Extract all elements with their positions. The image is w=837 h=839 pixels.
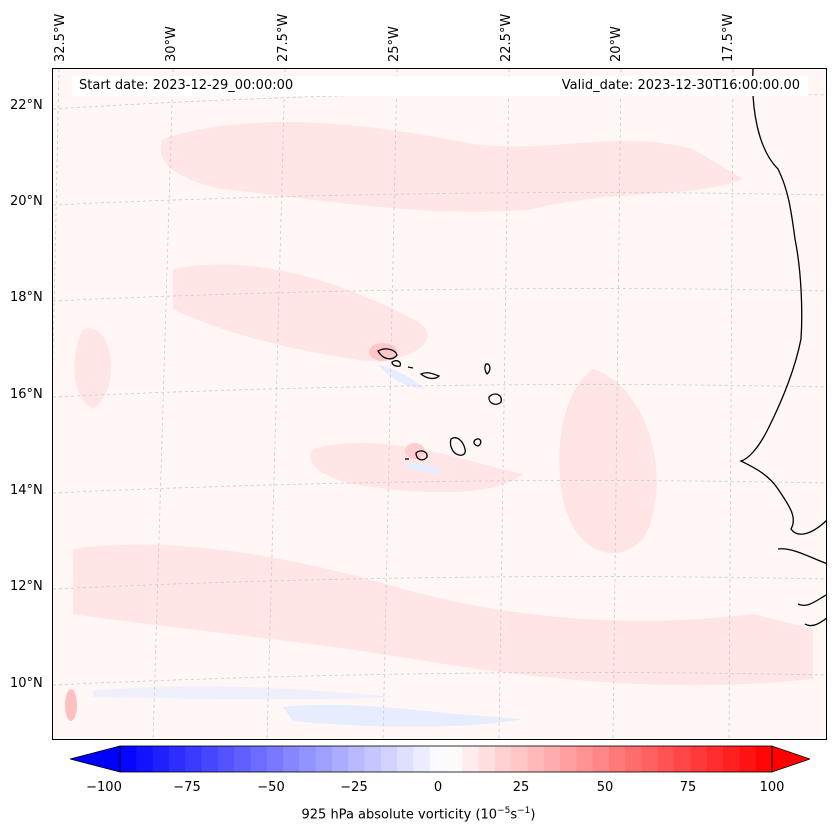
colorbar-label-mid: s [510, 807, 518, 823]
lat-label-10n: 10°N [10, 676, 43, 691]
colorbar-tick-100: 100 [759, 780, 785, 795]
colorbar-label: 925 hPa absolute vorticity (10−5s−1) [0, 806, 837, 822]
sal-island [484, 363, 491, 375]
colorbar-tick-neg100: −100 [86, 780, 122, 795]
maio-island [473, 438, 482, 447]
colorbar-segments [120, 746, 773, 772]
cape-verde-islands [377, 348, 502, 461]
lat-label-12n: 12°N [10, 579, 43, 594]
colorbar-segment [250, 746, 268, 772]
colorbar-segment [413, 746, 431, 772]
santiago-island [449, 437, 466, 456]
colorbar-tick-neg75: −75 [173, 780, 201, 795]
colorbar-segment [674, 746, 692, 772]
fogo-island [415, 450, 428, 461]
coastlines [739, 69, 826, 627]
colorbar-label-exp1: −5 [497, 806, 511, 816]
colorbar-min-extend [70, 745, 121, 773]
start-date-text: Start date: 2023-12-29_00:00:00 [79, 78, 294, 93]
colorbar-segment [380, 746, 398, 772]
colorbar-segment [331, 746, 349, 772]
colorbar-segment [217, 746, 235, 772]
colorbar-segment [494, 746, 512, 772]
sao-nicolau-island [419, 372, 441, 380]
colorbar-segment [136, 746, 154, 772]
lon-label-17-5w: 17.5°W [721, 13, 736, 62]
colorbar [70, 745, 810, 773]
lon-label-30w: 30°W [164, 26, 179, 62]
lon-label-32-5w: 32.5°W [53, 13, 68, 62]
colorbar-segment [429, 746, 447, 772]
lat-label-14n: 14°N [10, 483, 43, 498]
lat-label-18n: 18°N [10, 290, 43, 305]
colorbar-segment [657, 746, 675, 772]
colorbar-segment [641, 746, 659, 772]
colorbar-label-text: 925 hPa absolute vorticity (10 [301, 807, 498, 823]
colorbar-label-exp2: −1 [517, 806, 531, 816]
colorbar-segment [527, 746, 545, 772]
colorbar-segment [511, 746, 529, 772]
colorbar-segment [592, 746, 610, 772]
colorbar-segment [201, 746, 219, 772]
colorbar-tick-75: 75 [679, 780, 697, 795]
positive-vorticity-spots [65, 343, 425, 721]
colorbar-segment [462, 746, 480, 772]
lon-label-20w: 20°W [609, 26, 624, 62]
colorbar-tick-0: 0 [433, 780, 443, 795]
colorbar-segment [234, 746, 251, 772]
info-bar [72, 76, 808, 96]
santo-antao-island [377, 348, 398, 360]
gridlines [53, 69, 826, 739]
lat-label-20n: 20°N [10, 194, 43, 209]
colorbar-segment [299, 746, 317, 772]
colorbar-segment [283, 746, 300, 772]
colorbar-tick-50: 50 [596, 780, 614, 795]
colorbar-segment [755, 746, 773, 772]
colorbar-segment [560, 746, 577, 772]
colorbar-segment [690, 746, 708, 772]
colorbar-segment [576, 746, 594, 772]
positive-vorticity-patches [73, 122, 813, 686]
colorbar-segment [185, 746, 203, 772]
colorbar-label-end: ) [530, 807, 536, 823]
colorbar-segment [266, 746, 284, 772]
santa-luzia-island [407, 366, 414, 369]
colorbar-segment [397, 746, 414, 772]
map-panel [52, 68, 827, 740]
valid-date-text: Valid_date: 2023-12-30T16:00:00.00 [561, 78, 800, 93]
colorbar-segment [543, 746, 561, 772]
colorbar-outline [119, 745, 773, 773]
colorbar-segment [609, 746, 626, 772]
sao-vicente-island [391, 360, 402, 367]
lat-label-22n: 22°N [10, 98, 43, 113]
vorticity-map [53, 69, 826, 739]
colorbar-segment [120, 746, 137, 772]
colorbar-tick-neg25: −25 [340, 780, 368, 795]
colorbar-segment [706, 746, 724, 772]
lon-label-27-5w: 27.5°W [276, 13, 291, 62]
colorbar-segment [739, 746, 757, 772]
colorbar-segment [625, 746, 643, 772]
colorbar-segment [723, 746, 740, 772]
colorbar-segment [168, 746, 186, 772]
colorbar-segment [364, 746, 382, 772]
lon-label-22-5w: 22.5°W [499, 13, 514, 62]
boa-vista-island [488, 393, 502, 405]
colorbar-tick-neg50: −50 [257, 780, 285, 795]
negative-vorticity-patches [93, 365, 523, 727]
colorbar-tick-25: 25 [512, 780, 530, 795]
colorbar-segment [348, 746, 366, 772]
colorbar-segment [446, 746, 463, 772]
colorbar-segment [478, 746, 496, 772]
colorbar-segment [152, 746, 170, 772]
colorbar-segment [315, 746, 333, 772]
lat-label-16n: 16°N [10, 387, 43, 402]
africa-coastline [739, 69, 826, 535]
colorbar-max-extend [771, 745, 810, 773]
lon-label-25w: 25°W [387, 26, 402, 62]
